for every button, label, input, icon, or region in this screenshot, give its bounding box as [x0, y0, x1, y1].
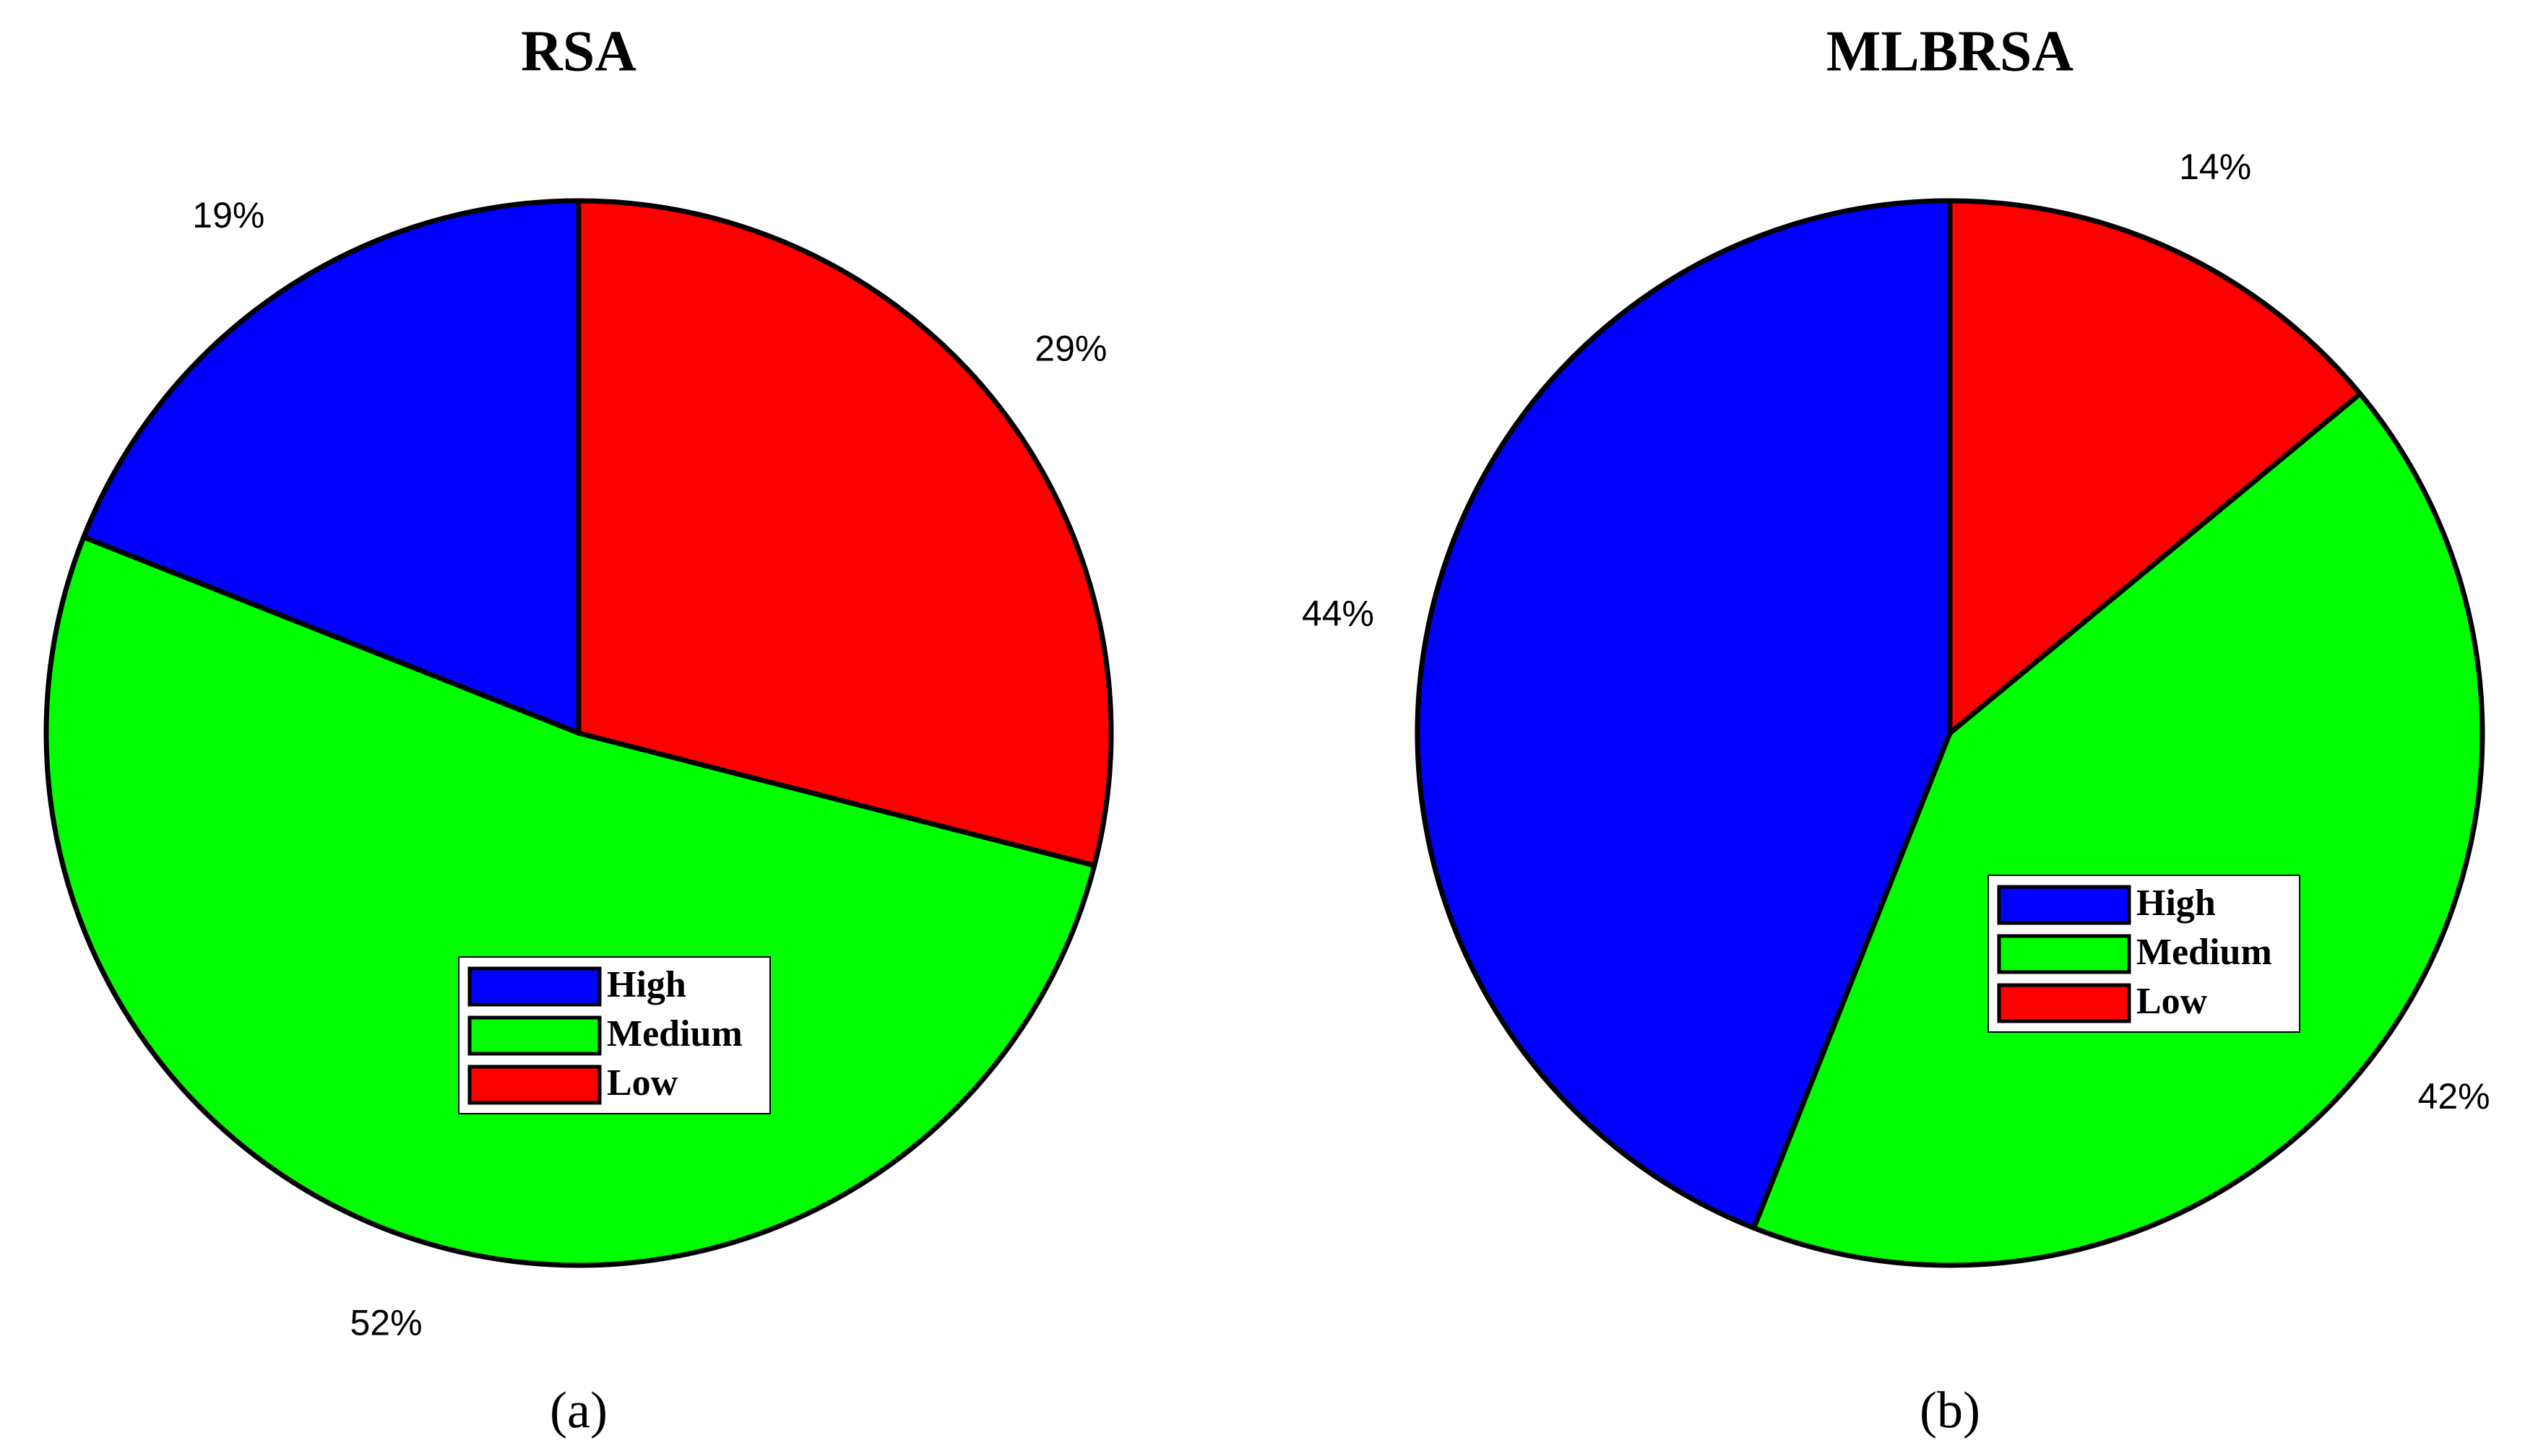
data-label: 52% — [350, 1302, 422, 1343]
legend-swatch — [1997, 934, 2131, 974]
pie-slice — [43, 534, 1097, 1268]
legend-swatch — [1997, 983, 2131, 1023]
chart-title: RSA — [521, 20, 636, 83]
pie-slice — [81, 198, 582, 736]
legend-label: High — [607, 964, 686, 1005]
data-label: 44% — [1302, 594, 1374, 634]
data-label: 42% — [2418, 1076, 2490, 1117]
pie-slice — [1751, 391, 2485, 1268]
data-label: 19% — [192, 195, 264, 235]
legend-label: Medium — [2136, 932, 2272, 973]
pie-slice — [1415, 198, 1953, 1231]
legend-swatch — [467, 1065, 602, 1105]
data-label: 14% — [2179, 147, 2251, 187]
legend-label: Low — [2136, 981, 2208, 1022]
legend-swatch — [1997, 885, 2131, 925]
panel-label: (a) — [550, 1382, 608, 1439]
chart-title: MLBRSA — [1826, 20, 2073, 83]
pie-slice — [576, 198, 1114, 868]
legend-label: High — [2136, 883, 2216, 924]
legend-label: Low — [607, 1062, 678, 1104]
legend-swatch — [467, 1015, 602, 1056]
data-label: 29% — [1035, 329, 1107, 369]
panel-label: (b) — [1920, 1382, 1980, 1439]
legend-label: Medium — [607, 1013, 743, 1054]
legend-swatch — [467, 966, 602, 1007]
pie-slice — [1947, 198, 2363, 736]
